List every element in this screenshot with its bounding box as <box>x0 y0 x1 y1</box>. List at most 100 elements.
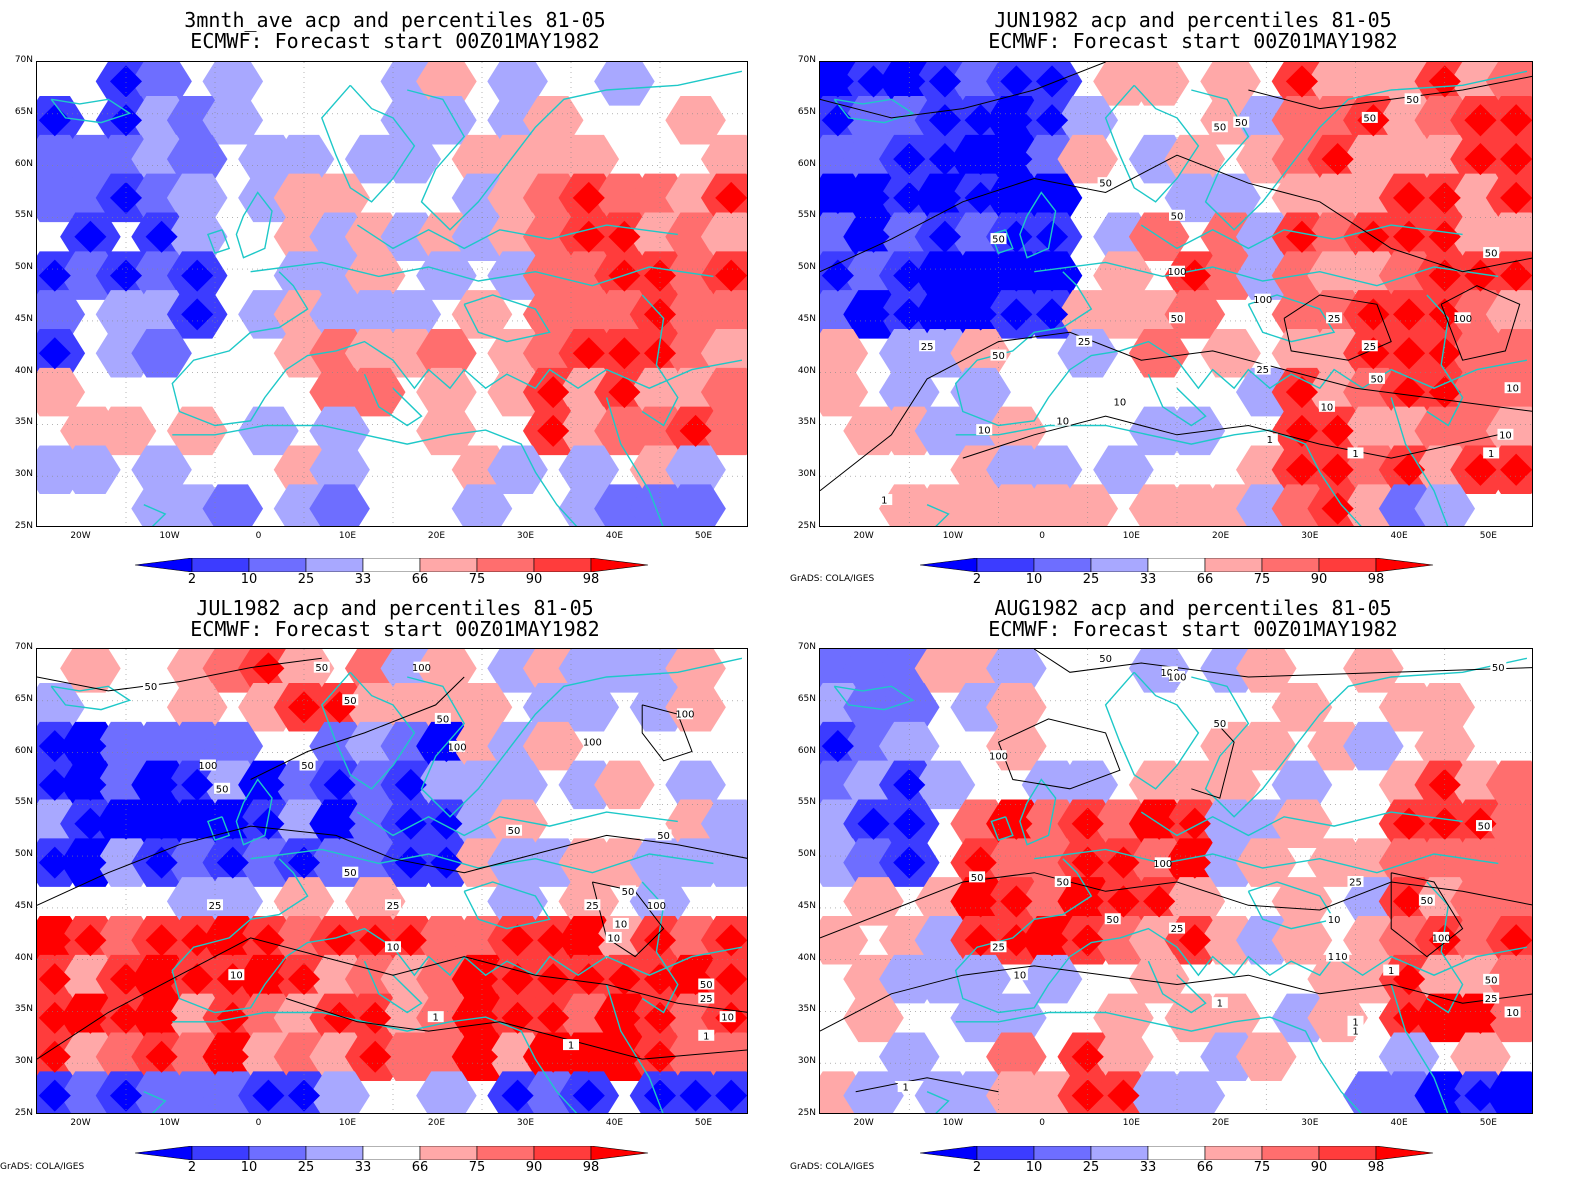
percentile-patch <box>1093 1032 1154 1081</box>
percentile-patch <box>1485 799 1532 848</box>
colorbar-segment <box>1261 558 1320 572</box>
contour-label: 25 <box>1256 365 1269 376</box>
contour-label-bg <box>1433 931 1450 943</box>
contour-label: 100 <box>1167 267 1186 278</box>
lat-tick-label: 60N <box>797 158 816 169</box>
percentile-core <box>608 337 641 370</box>
colorbar-label: 2 <box>972 572 982 587</box>
percentile-core <box>323 807 356 840</box>
lat-tick-label: 25N <box>14 521 33 531</box>
colorbar-label: 25 <box>297 1160 315 1175</box>
lon-tick-label: 0 <box>1039 531 1045 541</box>
lat-tick-label: 70N <box>14 55 33 65</box>
contour-label-bg <box>1504 382 1521 394</box>
percentile-patch <box>950 367 1011 417</box>
lon-tick-label: 50E <box>694 531 713 541</box>
percentile-patch <box>1057 484 1119 526</box>
percentile-core <box>572 337 605 370</box>
panel-3month: 3mnth_ave acp and percentiles 81-05 ECMWF… <box>0 0 790 590</box>
contour-label: 50 <box>344 696 357 707</box>
colorbar-label: 66 <box>411 572 429 587</box>
percentile-patch <box>594 62 655 106</box>
colorbar-segment <box>976 558 1035 572</box>
coastline <box>363 373 423 427</box>
contour-label-bg <box>1368 372 1385 384</box>
percentile-patch <box>487 760 548 810</box>
colorbar-arrow-left <box>920 558 978 572</box>
contour-label: 50 <box>1171 211 1184 222</box>
percentile-core <box>1392 807 1426 840</box>
coastline <box>357 224 678 250</box>
percentile-core <box>1464 259 1497 292</box>
contour-line <box>962 415 1499 459</box>
percentile-patch <box>878 1032 940 1081</box>
contour-label-bg <box>990 349 1007 361</box>
colorbar-label: 33 <box>1139 1160 1157 1175</box>
percentile-patch <box>487 799 548 848</box>
contour-label-bg <box>342 866 359 878</box>
colorbar-label: 10 <box>240 572 258 587</box>
percentile-patch <box>344 367 406 417</box>
coastline <box>1119 340 1528 390</box>
percentile-core <box>572 963 605 996</box>
percentile-core <box>38 730 71 763</box>
percentile-core <box>1464 453 1497 486</box>
contour-label-bg <box>199 759 216 771</box>
lon-tick-label: 20W <box>853 1118 874 1128</box>
percentile-field <box>37 62 747 526</box>
percentile-core <box>893 846 926 879</box>
lon-tick-label: 30E <box>516 531 535 541</box>
contour-label-bg <box>1418 894 1435 906</box>
lon-tick-label: 10E <box>1122 531 1140 541</box>
contour-label-bg <box>990 941 1007 953</box>
lat-tick-label: 50N <box>797 849 816 860</box>
lon-tick-label: 0 <box>1039 1118 1045 1128</box>
contour-label: 1 <box>433 1013 439 1024</box>
coastline <box>250 848 714 874</box>
coastline <box>605 984 664 1113</box>
coastline <box>833 685 915 711</box>
contour-line <box>37 937 747 1060</box>
coastline <box>1104 84 1200 203</box>
contour-label-bg <box>1454 312 1471 324</box>
percentile-core <box>252 652 285 685</box>
percentile-patch <box>950 329 1011 378</box>
percentile-core <box>181 924 214 957</box>
colorbar-segment <box>1090 1146 1149 1160</box>
contour-line <box>286 998 747 1060</box>
lat-tick-label: 70N <box>797 55 816 65</box>
percentile-core <box>181 298 214 331</box>
coastline <box>235 191 273 259</box>
percentile-core <box>109 807 143 840</box>
lon-tick-label: 20E <box>427 531 446 541</box>
contour-label-bg <box>1326 312 1343 324</box>
percentile-core <box>38 846 71 879</box>
lon-tick-label: 40E <box>1390 531 1408 541</box>
percentile-core <box>38 337 71 370</box>
contour-label-bg <box>1254 293 1271 305</box>
contour-label: 100 <box>1153 859 1172 870</box>
percentile-core <box>537 963 570 996</box>
contour-label: 50 <box>1485 975 1498 986</box>
coastline <box>954 858 1121 1014</box>
title-line-2: ECMWF: Forecast start 00Z01MAY1982 <box>988 617 1398 641</box>
contour-label: 50 <box>216 784 229 795</box>
contour-label-bg <box>1361 111 1378 123</box>
colorbar-segment <box>419 558 478 572</box>
contour-label-bg <box>990 233 1007 245</box>
contour-label: 25 <box>992 943 1005 954</box>
percentile-core <box>430 807 463 840</box>
colorbar-label: 75 <box>1253 572 1271 587</box>
grads-credit: GrADS: COLA/IGES <box>0 1162 85 1172</box>
coastline <box>1104 671 1200 790</box>
lat-tick-label: 45N <box>14 900 33 911</box>
percentile-patch <box>522 721 584 771</box>
coastline <box>1034 261 1499 287</box>
title-line-2: ECMWF: Forecast start 00Z01MAY1982 <box>190 617 600 641</box>
percentile-patch <box>380 290 442 339</box>
lon-tick-label: 10W <box>159 1118 180 1128</box>
colorbar-segment <box>476 558 535 572</box>
coastline <box>407 70 743 231</box>
colorbar <box>920 558 1434 572</box>
percentile-core <box>1000 807 1033 840</box>
